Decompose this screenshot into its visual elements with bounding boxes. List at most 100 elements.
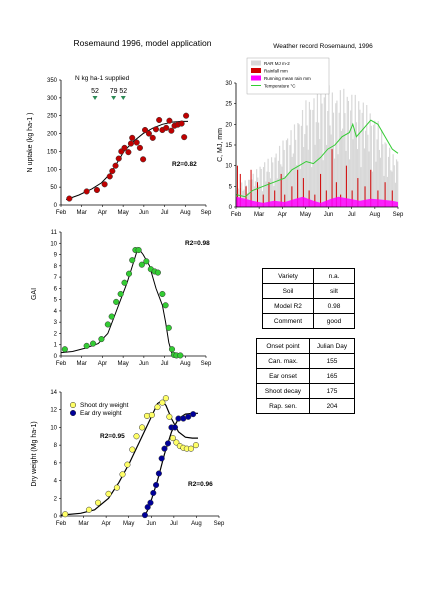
y-tick-label: 1	[54, 343, 58, 349]
y-tick-label: 14	[50, 390, 57, 396]
info-value: 0.98	[313, 298, 355, 314]
x-tick-label: Jun	[139, 361, 149, 367]
y-tick-label: 8	[54, 264, 58, 270]
model-curve	[60, 246, 182, 357]
y-tick-label: 10	[50, 241, 57, 247]
observed-point	[98, 336, 105, 343]
info-key: Model R2	[262, 298, 314, 314]
observed-point	[133, 433, 140, 440]
gai-chart: 0 1 2 3 4 5 6 7 8 9 10 11 Feb Mar Apr May Jun Jul Aug Sep GA…	[31, 230, 212, 367]
y-tick-label: 5	[229, 184, 233, 190]
y-tick-label: 2	[54, 496, 58, 502]
weather-chart: Weather record Rosemaund, 1996 0 5 10 15 20 25…	[217, 43, 404, 218]
legend-swatch	[251, 75, 261, 81]
observed-point	[113, 484, 120, 491]
observed-point	[152, 126, 160, 133]
observed-point	[106, 173, 113, 180]
legend-label: Running mean rain mm	[264, 76, 311, 81]
observed-point	[121, 144, 128, 151]
observed-point	[135, 246, 142, 254]
onset-row: Rap. sen. 204	[256, 398, 355, 414]
r2-label: R2=0.82	[172, 161, 197, 168]
observed-point	[162, 302, 169, 309]
info-key: Soil	[262, 283, 314, 299]
x-tick-label: Sep	[214, 521, 225, 527]
y-tick-label: 6	[54, 286, 58, 292]
info-table: Variety n.a. Soil silt Model R2 0.98 Com…	[262, 268, 355, 329]
application-amount: 79	[110, 88, 118, 95]
x-tick-label: Apr	[101, 521, 110, 527]
y-axis-label: Dry weight (Mg ha-1)	[31, 421, 38, 486]
x-tick-label: Aug	[180, 210, 191, 216]
x-tick-label: Mar	[254, 212, 264, 218]
legend-swatch	[251, 68, 261, 73]
y-tick-label: 4	[54, 479, 58, 485]
y-tick-label: 200	[47, 132, 58, 138]
observed-point	[104, 321, 111, 328]
observed-point	[101, 181, 108, 188]
onset-row: Shoot decay 175	[256, 383, 355, 399]
observed-point	[109, 168, 116, 175]
r2-label: R2=0.96	[188, 481, 213, 488]
y-tick-label: 11	[51, 230, 58, 236]
observed-point	[190, 411, 197, 418]
onset-row: Ear onset 165	[256, 368, 355, 384]
onset-value: 165	[309, 368, 355, 384]
observed-point	[154, 404, 161, 411]
weather-legend: RAR MJ m-2 Rainfall mm Running mean rain m…	[246, 57, 330, 95]
observed-point	[177, 352, 184, 359]
x-tick-label: Aug	[180, 361, 191, 367]
y-tick-label: 2	[54, 331, 58, 337]
x-tick-label: Jul	[348, 212, 356, 218]
y-tick-label: 6	[54, 461, 58, 467]
application-amount: 52	[91, 88, 99, 95]
x-tick-label: Jul	[161, 210, 169, 216]
observed-point	[121, 279, 128, 286]
observed-point	[178, 120, 185, 127]
y-axis-label: N uptake (kg ha-1 )	[27, 113, 34, 173]
y-axis-label: C, MJ, mm	[217, 128, 224, 162]
y-tick-label: 300	[47, 96, 58, 102]
observed-point	[183, 112, 190, 119]
observed-point	[95, 499, 102, 506]
observed-point	[192, 442, 199, 449]
model-curve	[60, 400, 198, 516]
x-tick-label: Feb	[56, 361, 67, 367]
observed-point	[144, 504, 151, 511]
y-tick-label: 8	[54, 443, 58, 449]
dry-weight-chart: 0 2 4 6 8 10 12 14 Feb Mar Apr May Jun Jul Aug Sep Dry w…	[31, 390, 225, 527]
observed-point	[105, 490, 112, 497]
observed-point	[112, 162, 119, 169]
y-tick-label: 25	[225, 102, 232, 108]
observed-point	[166, 117, 173, 124]
application-marker	[120, 96, 126, 100]
observed-point	[139, 424, 146, 431]
observed-point	[153, 481, 160, 489]
y-tick-label: 0	[229, 205, 233, 211]
y-tick-label: 15	[225, 143, 232, 149]
observed-point	[119, 471, 126, 478]
x-tick-label: Apr	[98, 361, 107, 367]
info-key: Comment	[262, 313, 314, 329]
page-title: Rosemaund 1996, model application	[73, 38, 212, 48]
legend-label: Rainfall mm	[264, 69, 288, 74]
observed-point	[133, 139, 140, 146]
observed-point	[136, 144, 143, 151]
n-uptake-chart: 0 50 100 150 200 250 300 350 Feb Mar Apr May Jun Jul A…	[27, 75, 212, 216]
info-row: Variety n.a.	[262, 268, 355, 284]
observed-point	[125, 270, 133, 277]
observed-point	[150, 489, 157, 497]
x-tick-label: Apr	[98, 210, 107, 216]
observed-point	[108, 313, 115, 320]
info-key: Variety	[262, 268, 314, 284]
info-row: Soil silt	[262, 283, 355, 299]
application-marker	[92, 96, 98, 100]
application-title: N kg ha-1 supplied	[75, 75, 130, 82]
observed-point	[124, 461, 131, 468]
info-row: Model R2 0.98	[262, 298, 355, 314]
y-tick-label: 4	[54, 309, 58, 315]
onset-key: Shoot decay	[256, 383, 310, 399]
observed-point	[154, 269, 161, 276]
x-tick-label: Sep	[201, 210, 212, 216]
